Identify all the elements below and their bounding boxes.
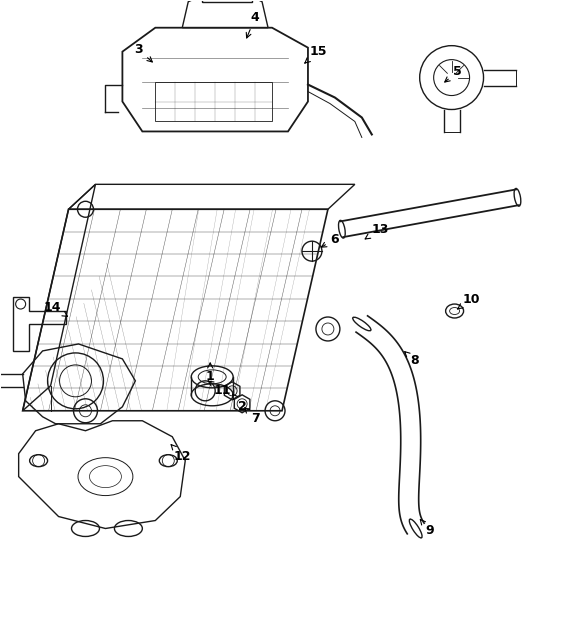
Text: 2: 2 bbox=[233, 394, 247, 413]
Text: 10: 10 bbox=[457, 293, 481, 309]
Text: 7: 7 bbox=[245, 408, 259, 426]
Text: 1: 1 bbox=[206, 363, 215, 383]
Text: 13: 13 bbox=[365, 223, 389, 239]
Text: 11: 11 bbox=[208, 381, 231, 397]
Text: 5: 5 bbox=[445, 65, 462, 82]
Text: 9: 9 bbox=[420, 520, 434, 537]
Text: 14: 14 bbox=[44, 300, 68, 316]
Text: 8: 8 bbox=[405, 351, 419, 367]
Text: 6: 6 bbox=[321, 233, 339, 247]
Text: 3: 3 bbox=[134, 43, 152, 62]
Text: 4: 4 bbox=[246, 12, 259, 38]
Text: 12: 12 bbox=[171, 445, 191, 463]
Text: 15: 15 bbox=[305, 45, 327, 63]
